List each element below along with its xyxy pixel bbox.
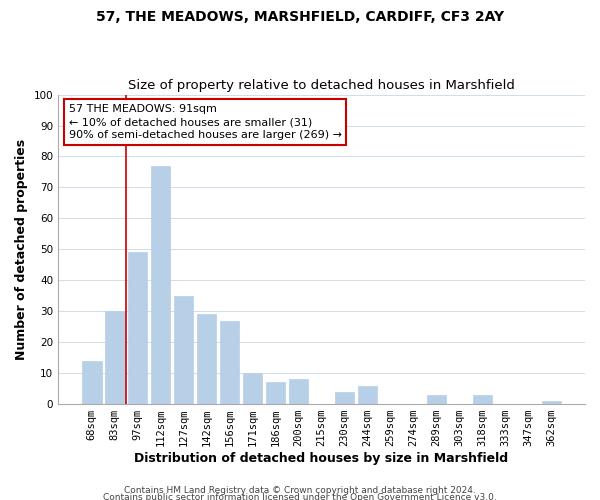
Title: Size of property relative to detached houses in Marshfield: Size of property relative to detached ho… [128,79,515,92]
Bar [427,395,446,404]
Bar [473,395,492,404]
Y-axis label: Number of detached properties: Number of detached properties [15,139,28,360]
X-axis label: Distribution of detached houses by size in Marshfield: Distribution of detached houses by size … [134,452,509,465]
Bar [151,166,170,404]
Bar [105,311,125,404]
Text: Contains HM Land Registry data © Crown copyright and database right 2024.: Contains HM Land Registry data © Crown c… [124,486,476,495]
Bar [335,392,354,404]
Bar [82,360,101,404]
Text: Contains public sector information licensed under the Open Government Licence v3: Contains public sector information licen… [103,494,497,500]
Bar [542,401,561,404]
Bar [266,382,286,404]
Bar [358,386,377,404]
Bar [220,320,239,404]
Bar [243,373,262,404]
Text: 57, THE MEADOWS, MARSHFIELD, CARDIFF, CF3 2AY: 57, THE MEADOWS, MARSHFIELD, CARDIFF, CF… [96,10,504,24]
Bar [289,380,308,404]
Text: 57 THE MEADOWS: 91sqm
← 10% of detached houses are smaller (31)
90% of semi-deta: 57 THE MEADOWS: 91sqm ← 10% of detached … [68,104,341,140]
Bar [174,296,193,404]
Bar [128,252,148,404]
Bar [197,314,217,404]
